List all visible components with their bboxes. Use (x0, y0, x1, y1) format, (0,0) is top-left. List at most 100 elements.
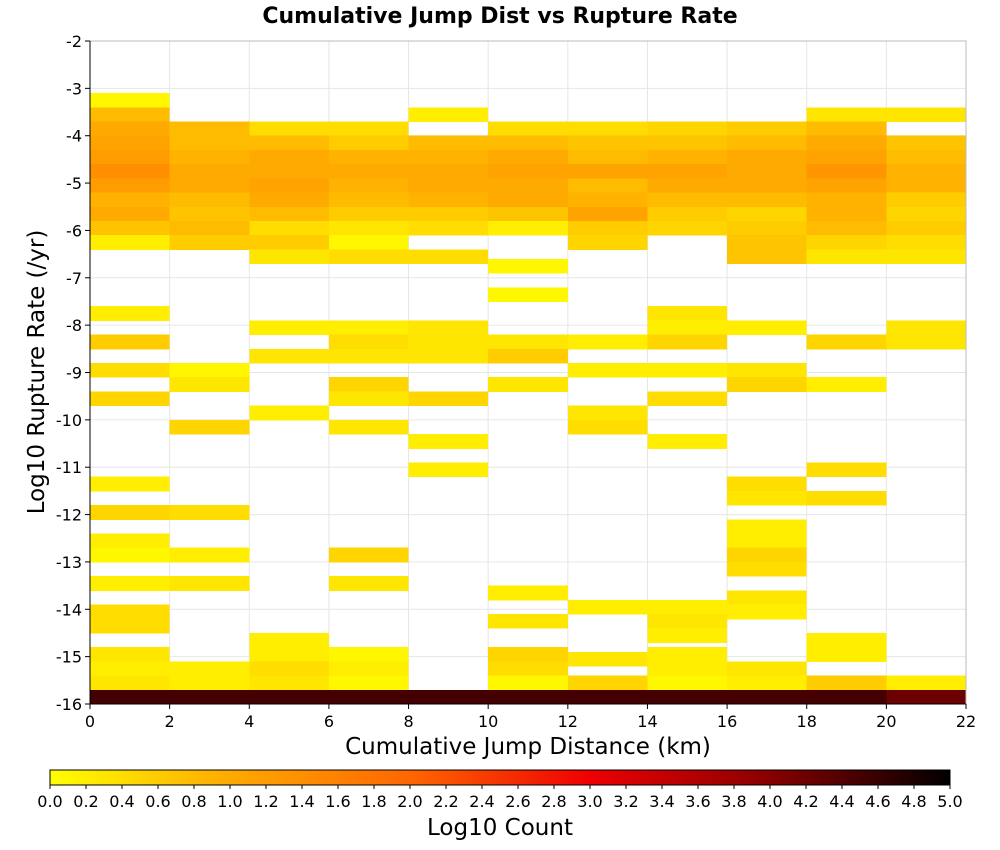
heatmap-cell (90, 576, 170, 591)
heatmap-cell (408, 178, 489, 194)
heatmap-cell (169, 377, 250, 392)
heatmap-cell (169, 675, 250, 691)
heatmap-cell (727, 164, 807, 179)
heatmap-cell (169, 164, 250, 179)
y-tick-label: -6 (66, 221, 82, 240)
heatmap-cell (488, 149, 568, 165)
heatmap-cell (647, 334, 728, 350)
heatmap-cell (806, 377, 887, 392)
heatmap-cell (488, 647, 568, 662)
heatmap-cell (727, 547, 807, 563)
heatmap-cell (727, 590, 807, 606)
heatmap-cell (249, 135, 329, 151)
heatmap-cell (90, 533, 170, 549)
heatmap-cell (169, 206, 250, 222)
heatmap-cell (249, 320, 329, 336)
heatmap-cell (806, 462, 887, 478)
heatmap-cell (169, 661, 250, 677)
x-tick-label: 16 (717, 712, 737, 731)
heatmap-cell (727, 604, 807, 620)
heatmap-cell (806, 235, 887, 250)
heatmap-cell (727, 235, 807, 250)
heatmap-cell (328, 334, 409, 350)
heatmap-cell (567, 363, 648, 378)
heatmap-cell (806, 689, 887, 704)
heatmap-cell (249, 675, 329, 691)
heatmap-cell (249, 632, 329, 648)
heatmap-cell (328, 419, 409, 435)
heatmap-cell (567, 135, 648, 151)
colorbar-tick-label: 1.6 (325, 792, 350, 811)
heatmap-cell (567, 178, 648, 194)
heatmap-cell (90, 135, 170, 151)
heatmap-cell (249, 689, 329, 704)
x-tick-label: 14 (637, 712, 657, 731)
heatmap-cell (249, 164, 329, 179)
heatmap-cell (249, 348, 329, 364)
x-axis-ticks: 0 2 4 6 8 10 12 14 16 18 20 22 (85, 704, 976, 731)
heatmap-cell (328, 149, 409, 165)
heatmap-cell (90, 547, 170, 563)
x-tick-label: 8 (403, 712, 413, 731)
heatmap-cell (886, 220, 966, 236)
heatmap-cell (806, 121, 887, 137)
heatmap-cell (408, 320, 489, 336)
heatmap-cell (806, 178, 887, 194)
heatmap-cell (727, 249, 807, 265)
heatmap-cell (727, 206, 807, 222)
heatmap-cell (408, 107, 489, 123)
heatmap-cell (647, 178, 728, 194)
heatmap-cell (886, 334, 966, 350)
heatmap-cell (249, 249, 329, 265)
colorbar-tick-label: 4.6 (865, 792, 890, 811)
heatmap-cell (90, 675, 170, 691)
colorbar-tick-label: 0.0 (37, 792, 62, 811)
chart-title: Cumulative Jump Dist vs Rupture Rate (262, 4, 737, 29)
heatmap-cell (169, 135, 250, 151)
heatmap-cell (727, 192, 807, 208)
heatmap-cell (408, 206, 489, 222)
heatmap-cell (90, 235, 170, 250)
heatmap-cell (647, 434, 728, 449)
heatmap-cell (328, 206, 409, 222)
heatmap-cell (727, 490, 807, 506)
colorbar-tick-label: 1.2 (253, 792, 278, 811)
colorbar-tick-label: 3.2 (613, 792, 638, 811)
heatmap-cell (169, 149, 250, 165)
heatmap-cell (488, 178, 568, 194)
heatmap-cell (886, 135, 966, 151)
heatmap-cell (249, 121, 329, 137)
heatmap-cell (328, 647, 409, 662)
heatmap-cell (647, 391, 728, 407)
heatmap-cell (727, 377, 807, 392)
heatmap-cell (488, 258, 568, 274)
heatmap-cell (806, 647, 887, 662)
heatmap-cell (408, 391, 489, 407)
heatmap-cell (647, 599, 728, 615)
heatmap-cell (328, 135, 409, 151)
colorbar-tick-label: 4.2 (793, 792, 818, 811)
heatmap-cell (328, 689, 409, 704)
heatmap-cell (488, 348, 568, 364)
heatmap-cell (169, 192, 250, 208)
y-tick-label: -15 (56, 648, 82, 667)
heatmap-cell (408, 348, 489, 364)
heatmap-cell (408, 689, 489, 704)
heatmap-cell (408, 135, 489, 151)
heatmap-cell (567, 220, 648, 236)
heatmap-cell (806, 206, 887, 222)
heatmap-cell (806, 490, 887, 506)
heatmap-cell (328, 192, 409, 208)
heatmap-cell (249, 206, 329, 222)
heatmap-cell (567, 599, 648, 615)
heatmap-cell (408, 220, 489, 236)
y-axis-title: Log10 Rupture Rate (/yr) (24, 230, 50, 515)
heatmap-cell (90, 149, 170, 165)
y-tick-label: -14 (56, 600, 82, 619)
heatmap-cell (328, 121, 409, 137)
colorbar-tick-label: 0.4 (109, 792, 134, 811)
y-tick-label: -8 (66, 316, 82, 335)
colorbar-tick-label: 1.4 (289, 792, 314, 811)
heatmap-cell (886, 249, 966, 265)
